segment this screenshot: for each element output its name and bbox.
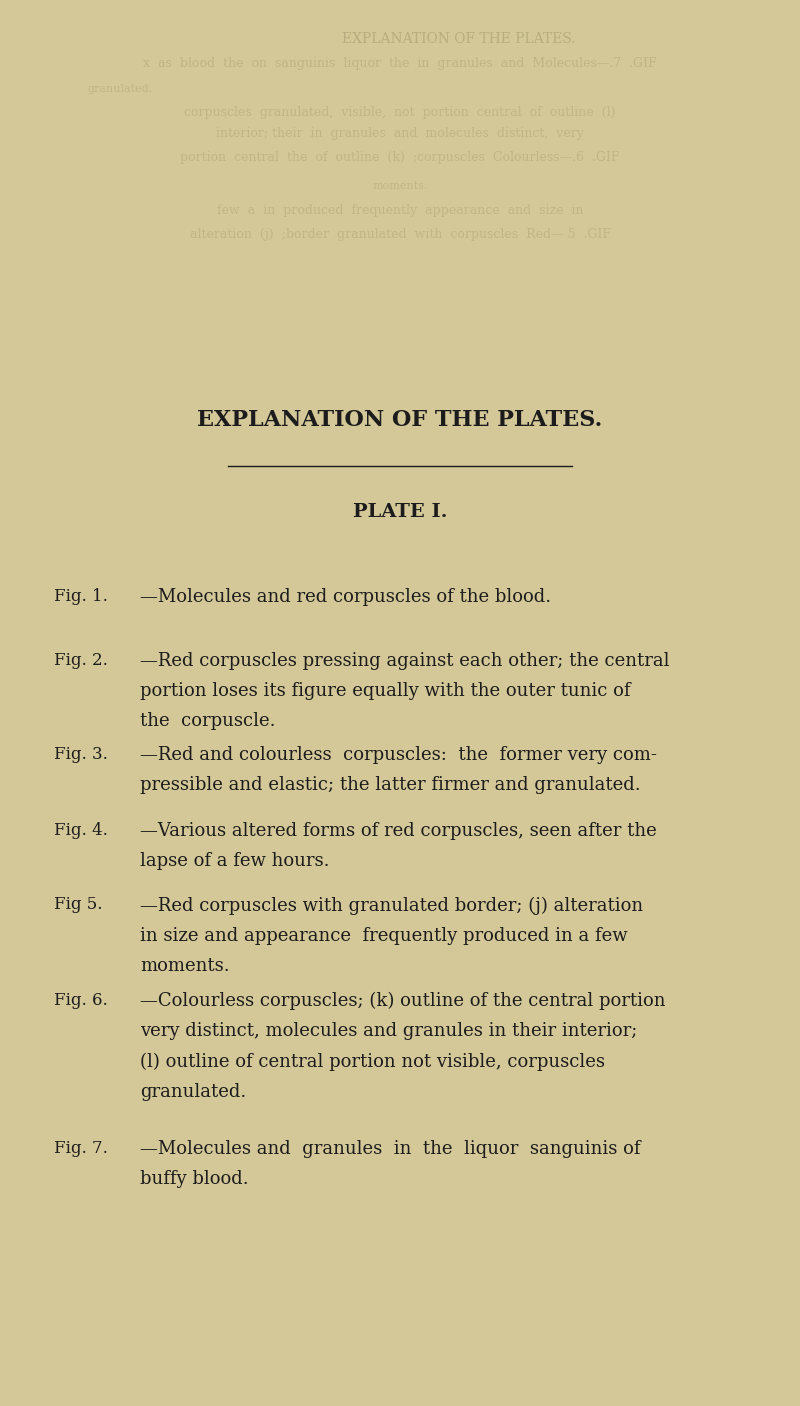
Text: Fig. 1.: Fig. 1. (54, 588, 108, 606)
Text: moments.: moments. (372, 180, 428, 191)
Text: —Red corpuscles pressing against each other; the central: —Red corpuscles pressing against each ot… (140, 652, 670, 669)
Text: x  as  blood  the  on  sanguinis  liquor  the  in  granules  and  Molecules—.7  : x as blood the on sanguinis liquor the i… (143, 56, 657, 70)
Text: lapse of a few hours.: lapse of a few hours. (140, 852, 330, 870)
Text: Fig. 2.: Fig. 2. (54, 652, 108, 669)
Text: granulated.: granulated. (140, 1083, 246, 1101)
Text: EXPLANATION OF THE PLATES.: EXPLANATION OF THE PLATES. (342, 32, 576, 46)
Text: moments.: moments. (140, 956, 230, 974)
Text: portion  central  the  of  outline  (k)  ;corpuscles  Colourless—.6  .GIF: portion central the of outline (k) ;corp… (180, 150, 620, 165)
Text: —Molecules and  granules  in  the  liquor  sanguinis of: —Molecules and granules in the liquor sa… (140, 1139, 641, 1157)
Text: granulated.: granulated. (87, 83, 153, 94)
Text: —Colourless corpuscles; (k) outline of the central portion: —Colourless corpuscles; (k) outline of t… (140, 993, 666, 1010)
Text: Fig. 3.: Fig. 3. (54, 745, 108, 763)
Text: in size and appearance  frequently produced in a few: in size and appearance frequently produc… (140, 927, 628, 945)
Text: —Molecules and red corpuscles of the blood.: —Molecules and red corpuscles of the blo… (140, 588, 551, 606)
Text: —Various altered forms of red corpuscles, seen after the: —Various altered forms of red corpuscles… (140, 821, 657, 839)
Text: buffy blood.: buffy blood. (140, 1170, 249, 1188)
Text: Fig. 6.: Fig. 6. (54, 993, 108, 1010)
Text: (l) outline of central portion not visible, corpuscles: (l) outline of central portion not visib… (140, 1052, 605, 1070)
Text: corpuscles  granulated,  visible,  not  portion  central  of  outline  (l): corpuscles granulated, visible, not port… (184, 105, 616, 120)
Text: interior; their  in  granules  and  molecules  distinct,  very: interior; their in granules and molecule… (216, 127, 584, 141)
Text: the  corpuscle.: the corpuscle. (140, 711, 275, 730)
Text: few  a  in  produced  frequently  appearance  and  size  in: few a in produced frequently appearance … (217, 204, 583, 218)
Text: portion loses its figure equally with the outer tunic of: portion loses its figure equally with th… (140, 682, 630, 700)
Text: —Red and colourless  corpuscles:  the  former very com-: —Red and colourless corpuscles: the form… (140, 745, 657, 763)
Text: —Red corpuscles with granulated border; (j) alteration: —Red corpuscles with granulated border; … (140, 897, 643, 914)
Text: alteration  (j)  ;border  granulated  with  corpuscles  Red— 5  .GIF: alteration (j) ;border granulated with c… (190, 228, 610, 242)
Text: very distinct, molecules and granules in their interior;: very distinct, molecules and granules in… (140, 1022, 638, 1040)
Text: EXPLANATION OF THE PLATES.: EXPLANATION OF THE PLATES. (198, 409, 602, 430)
Text: PLATE I.: PLATE I. (353, 503, 447, 522)
Text: Fig 5.: Fig 5. (54, 897, 103, 914)
Text: Fig. 4.: Fig. 4. (54, 821, 108, 839)
Text: Fig. 7.: Fig. 7. (54, 1139, 108, 1157)
Text: pressible and elastic; the latter firmer and granulated.: pressible and elastic; the latter firmer… (140, 776, 641, 794)
